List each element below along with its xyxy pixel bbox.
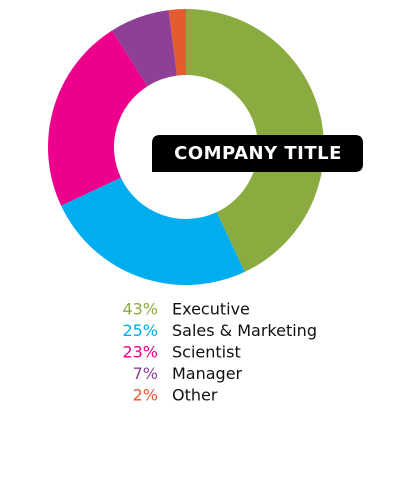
donut — [47, 9, 324, 285]
legend-label: Executive — [172, 300, 250, 319]
donut-slice — [168, 9, 186, 76]
legend-value: 43% — [122, 300, 158, 319]
legend-value: 2% — [133, 386, 158, 405]
legend-label: Other — [172, 386, 218, 405]
legend-label: Manager — [172, 364, 243, 383]
legend-value: 25% — [122, 321, 158, 340]
donut-slice — [61, 177, 245, 285]
legend-label: Sales & Marketing — [172, 321, 317, 340]
donut-slice — [47, 30, 148, 206]
legend-label: Scientist — [172, 343, 241, 362]
chart-title: COMPANY TITLE — [174, 143, 342, 164]
donut-slice — [186, 9, 324, 272]
legend: 43% Executive 25% Sales & Marketing 23% Scien… — [122, 300, 317, 405]
legend-value: 7% — [133, 364, 158, 383]
title-tag — [152, 135, 363, 172]
donut-slice — [112, 10, 177, 87]
legend-value: 23% — [122, 343, 158, 362]
